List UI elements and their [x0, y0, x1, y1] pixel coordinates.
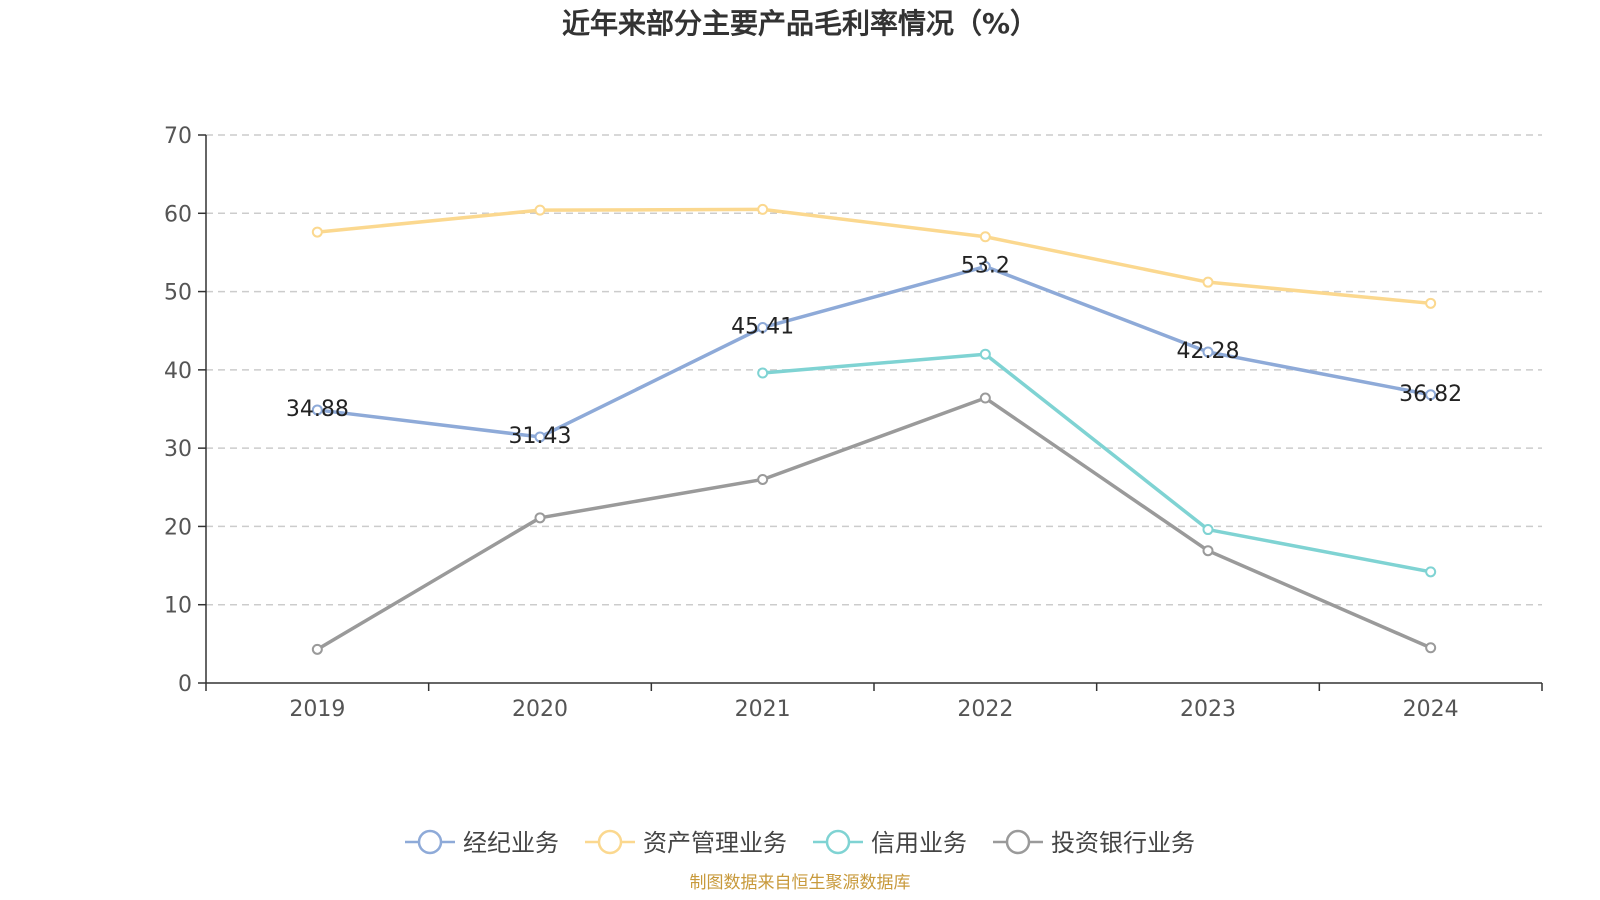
y-tick-label: 60 — [164, 202, 192, 227]
series-line-3 — [316, 396, 1432, 651]
y-tick-label: 50 — [164, 281, 192, 306]
x-tick-label: 2023 — [1180, 697, 1236, 722]
data-label: 34.88 — [286, 397, 349, 422]
data-point[interactable] — [979, 348, 991, 360]
x-tick-label: 2024 — [1403, 697, 1459, 722]
data-point[interactable] — [311, 404, 323, 416]
series-line-1 — [317, 207, 1431, 306]
legend-label: 资产管理业务 — [643, 829, 787, 857]
legend-item-3[interactable]: 投资银行业务 — [993, 829, 1195, 857]
legend-swatch-marker — [825, 829, 851, 855]
data-point[interactable] — [1202, 524, 1214, 536]
data-point[interactable] — [1202, 346, 1214, 358]
data-label: 45.41 — [731, 315, 794, 340]
legend-item-2[interactable]: 信用业务 — [813, 829, 967, 857]
y-tick-label: 20 — [164, 515, 192, 540]
data-point[interactable] — [1425, 297, 1437, 309]
data-point[interactable] — [757, 473, 769, 485]
data-point[interactable] — [979, 392, 991, 404]
legend-swatch-marker — [597, 829, 623, 855]
legend: 经纪业务 资产管理业务 信用业务 投资银行业务 — [405, 829, 1195, 857]
data-point[interactable] — [534, 512, 546, 524]
data-point[interactable] — [757, 367, 769, 379]
legend-label: 投资银行业务 — [1051, 829, 1195, 857]
series-line-2 — [762, 352, 1431, 574]
legend-swatch-marker — [417, 829, 443, 855]
x-tick-label: 2022 — [957, 697, 1013, 722]
legend-label: 经纪业务 — [463, 829, 559, 857]
legend-swatch-marker — [1005, 829, 1031, 855]
data-point[interactable] — [757, 322, 769, 334]
data-point[interactable] — [1202, 276, 1214, 288]
data-label: 31.43 — [509, 424, 572, 449]
grid — [206, 134, 1542, 606]
data-label: 53.2 — [961, 254, 1010, 279]
y-tick-label: 30 — [164, 437, 192, 462]
data-point[interactable] — [1425, 566, 1437, 578]
chart-title: 近年来部分主要产品毛利率情况（%） — [562, 7, 1038, 40]
data-point[interactable] — [311, 226, 323, 238]
y-tick-label: 70 — [164, 124, 192, 149]
source-note: 制图数据来自恒生聚源数据库 — [690, 873, 911, 893]
y-tick-label: 0 — [178, 672, 192, 697]
x-tick-label: 2020 — [512, 697, 568, 722]
data-label: 42.28 — [1177, 339, 1240, 364]
data-point[interactable] — [757, 203, 769, 215]
data-point[interactable] — [534, 431, 546, 443]
data-point[interactable] — [1425, 389, 1437, 401]
series-line-0 — [317, 264, 1431, 439]
series — [311, 203, 1437, 655]
y-tick-label: 10 — [164, 594, 192, 619]
legend-item-0[interactable]: 经纪业务 — [405, 829, 559, 857]
x-tick-label: 2019 — [289, 697, 345, 722]
legend-label: 信用业务 — [871, 829, 967, 857]
data-point[interactable] — [1202, 545, 1214, 557]
axes: 0 10 20 30 40 50 60 70 2019 2020 2021 2022 2023 2024 — [164, 124, 1543, 722]
data-point[interactable] — [534, 204, 546, 216]
x-tick-label: 2021 — [735, 697, 791, 722]
data-label: 36.82 — [1399, 382, 1462, 407]
data-labels: 34.88 31.43 45.41 53.2 42.28 36.82 — [286, 254, 1462, 449]
y-tick-label: 40 — [164, 359, 192, 384]
data-point[interactable] — [311, 643, 323, 655]
data-point[interactable] — [979, 261, 991, 273]
data-point[interactable] — [1425, 642, 1437, 654]
legend-item-1[interactable]: 资产管理业务 — [585, 829, 787, 857]
data-point[interactable] — [979, 231, 991, 243]
